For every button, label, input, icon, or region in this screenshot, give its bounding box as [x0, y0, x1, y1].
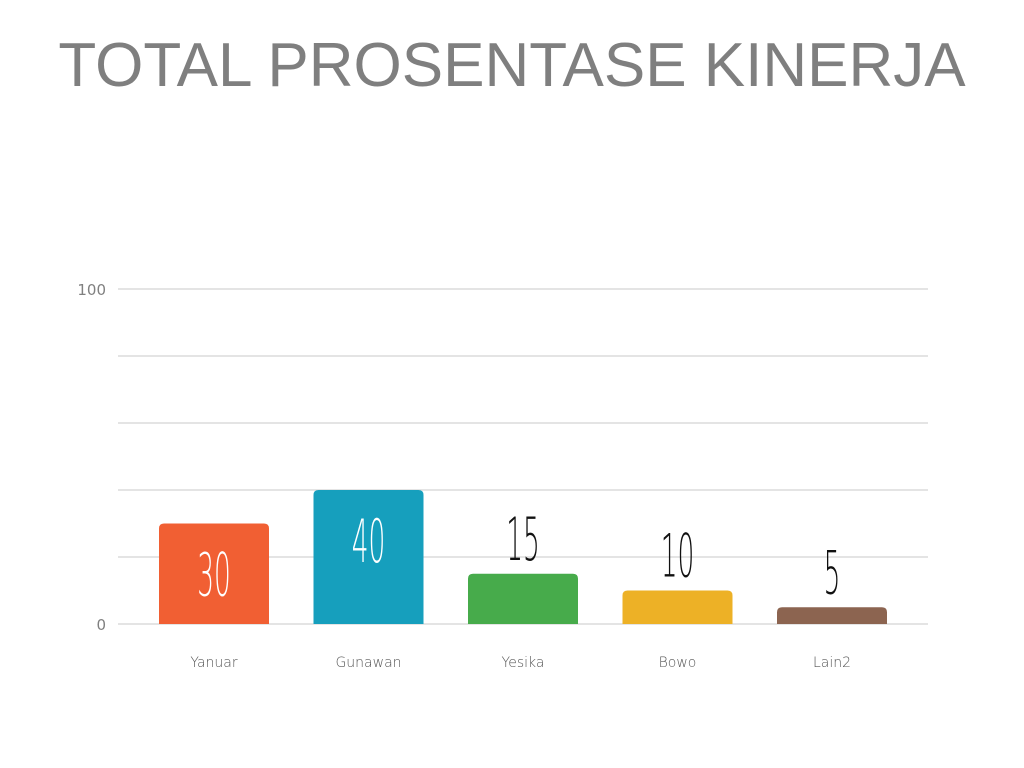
data-label: 15	[506, 504, 540, 574]
data-label: 30	[197, 540, 231, 610]
bar-yesika	[468, 573, 578, 624]
data-label: 40	[352, 506, 386, 576]
bar-yanuar	[159, 523, 269, 624]
bar-lain2	[777, 607, 887, 624]
data-label: 5	[824, 538, 841, 608]
x-tick-label: Gunawan	[335, 655, 401, 671]
x-tick-label: Lain2	[813, 655, 851, 671]
x-tick-label: Bowo	[659, 655, 697, 671]
chart-title: TOTAL PROSENTASE KINERJA	[58, 31, 966, 100]
x-tick-label: Yesika	[502, 655, 545, 671]
bar-bowo	[622, 590, 733, 624]
x-tick-label: Yanuar	[190, 655, 238, 671]
bar-gunawan	[313, 490, 424, 624]
data-label: 10	[661, 521, 695, 591]
y-tick-label: 100	[77, 281, 106, 299]
y-tick-label: 0	[96, 616, 106, 634]
